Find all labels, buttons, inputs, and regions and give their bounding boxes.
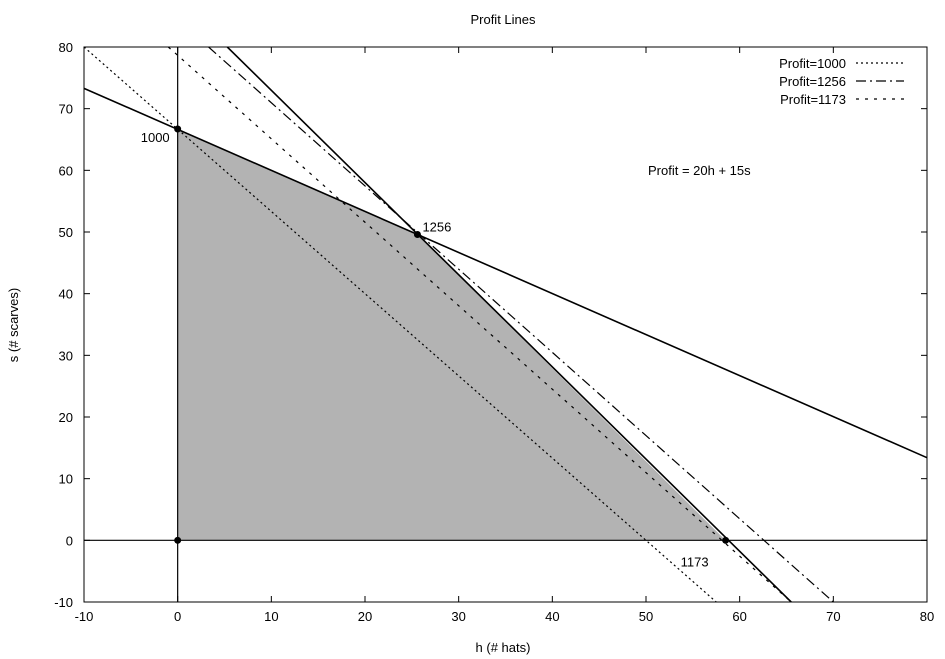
- y-tick-label: 50: [59, 225, 73, 240]
- key-point-label-4: 1173: [681, 554, 709, 569]
- y-tick-label: 70: [59, 102, 73, 117]
- y-tick-label: 30: [59, 348, 73, 363]
- y-tick-label: 10: [59, 472, 73, 487]
- x-tick-label: 80: [920, 609, 934, 624]
- series-line-1: [84, 47, 717, 602]
- series-line-3: [167, 47, 792, 602]
- legend-label-3: Profit=1173: [780, 92, 846, 107]
- feasible-region: [177, 129, 726, 541]
- x-tick-label: 10: [264, 609, 278, 624]
- y-tick-label: 20: [59, 410, 73, 425]
- x-axis-label: h (# hats): [476, 640, 531, 655]
- key-point-label-3: 1256: [422, 219, 451, 234]
- legend: Profit=1000 Profit=1256 Profit=1173: [779, 56, 904, 107]
- plot-area: 1000 1256 1173: [83, 46, 928, 603]
- key-point-2: [174, 125, 182, 133]
- legend-label-1: Profit=1000: [779, 56, 846, 71]
- x-tick-label: 70: [826, 609, 840, 624]
- x-tick-label: 40: [545, 609, 559, 624]
- x-tick-label: -10: [75, 609, 94, 624]
- axis-ticks: -10 0 10 20 30 40 50 60 70 80 -10 0 10 20 30 40 50 60 70 80: [54, 40, 934, 624]
- chart-title: Profit Lines: [470, 12, 536, 27]
- y-tick-label: 40: [59, 287, 73, 302]
- y-tick-label: 0: [66, 533, 73, 548]
- constraint-line-1: [84, 87, 927, 459]
- x-tick-label: 20: [358, 609, 372, 624]
- y-tick-label: 60: [59, 163, 73, 178]
- plot-frame: [83, 46, 928, 603]
- y-tick-label: -10: [54, 595, 73, 610]
- x-tick-label: 30: [451, 609, 465, 624]
- plot-clip-group: [84, 47, 927, 602]
- key-point-1: [174, 536, 182, 544]
- constraint-line-2: [226, 47, 792, 602]
- x-tick-label: 0: [174, 609, 181, 624]
- x-tick-label: 60: [732, 609, 746, 624]
- key-point-3: [413, 230, 421, 238]
- y-axis-label: s (# scarves): [6, 288, 21, 362]
- x-tick-label: 50: [639, 609, 653, 624]
- legend-label-2: Profit=1256: [779, 74, 846, 89]
- y-tick-label: 80: [59, 40, 73, 55]
- key-point-label-2: 1000: [141, 130, 170, 145]
- profit-annotation: Profit = 20h + 15s: [648, 163, 751, 178]
- key-point-4: [722, 536, 730, 544]
